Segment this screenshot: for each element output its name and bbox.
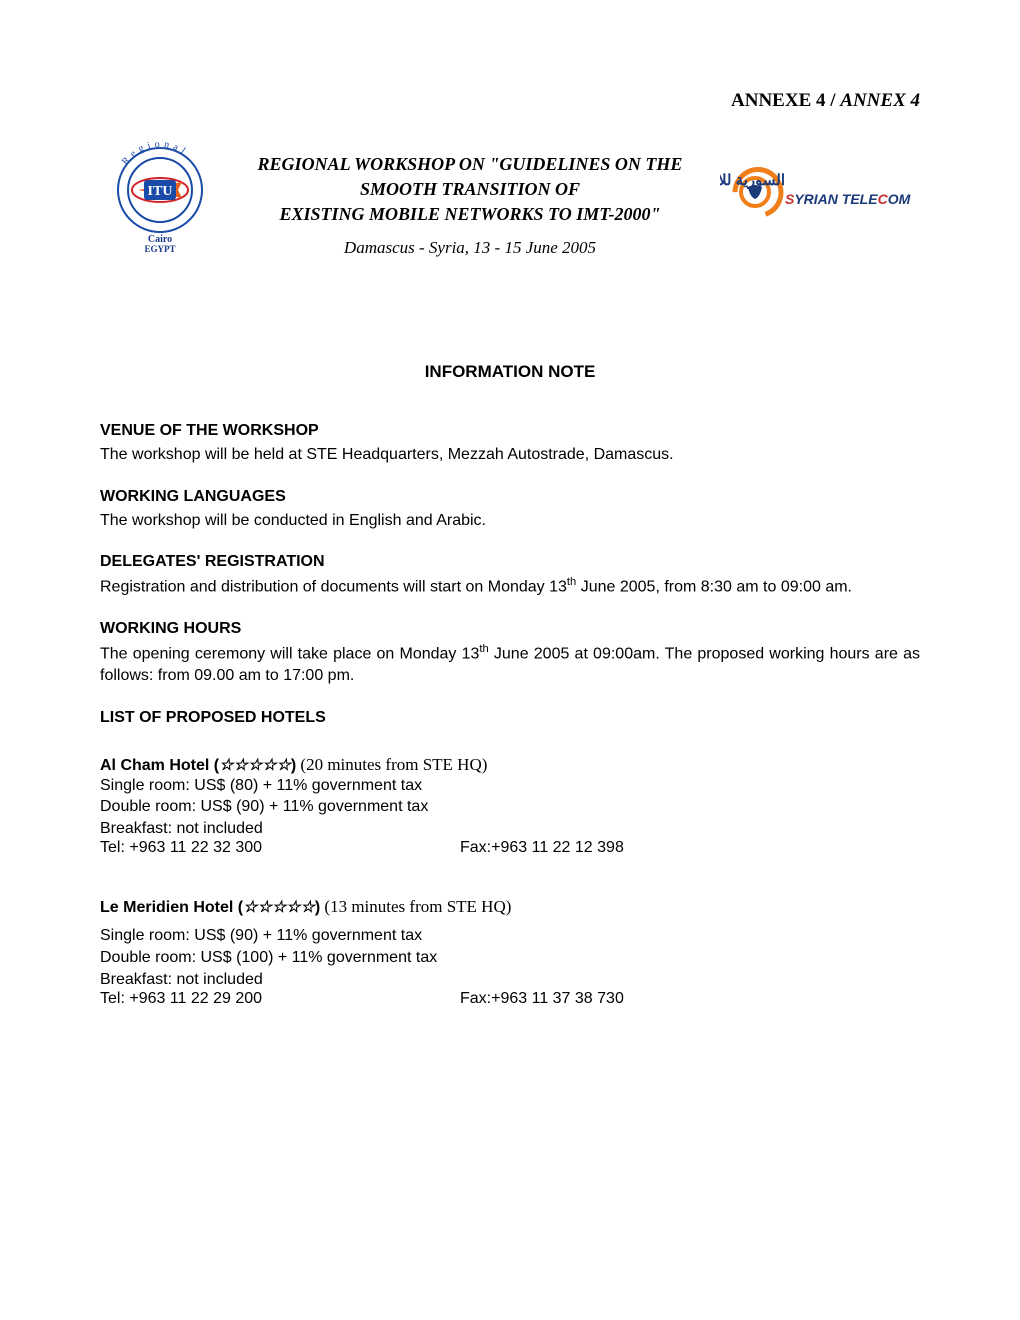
venue-heading: VENUE OF THE WORKSHOP xyxy=(100,422,920,440)
itu-text: ITU xyxy=(148,184,173,199)
header-row: Regional ITU Cairo EGYPT REGIONAL WORKSH… xyxy=(100,142,920,262)
hotel-single: Single room: US$ (90) + 11% government t… xyxy=(100,925,920,947)
hotel-breakfast: Breakfast: not included xyxy=(100,969,920,991)
header-center: REGIONAL WORKSHOP ON "GUIDELINES ON THE … xyxy=(220,142,720,258)
languages-text: The workshop will be conducted in Englis… xyxy=(100,510,920,532)
hotel-contact: Tel: +963 11 22 29 200 Fax:+963 11 37 38… xyxy=(100,990,920,1008)
hotel-double: Double room: US$ (90) + 11% government t… xyxy=(100,796,920,818)
syrian-telecom-svg: السورية للاتصالات SYRIAN TELECOM xyxy=(720,157,920,227)
hotel-block: Al Cham Hotel (☆☆☆☆☆) (20 minutes from S… xyxy=(100,755,920,858)
venue-block: VENUE OF THE WORKSHOP The workshop will … xyxy=(100,422,920,466)
title-line-3: EXISTING MOBILE NETWORKS TO IMT-2000" xyxy=(279,204,660,224)
annex-line: ANNEXE 4 / ANNEX 4 xyxy=(100,90,920,112)
registration-text: Registration and distribution of documen… xyxy=(100,575,920,598)
hotels-heading: LIST OF PROPOSED HOTELS xyxy=(100,709,920,727)
languages-block: WORKING LANGUAGES The workshop will be c… xyxy=(100,488,920,532)
itu-logo-svg: Regional ITU Cairo EGYPT xyxy=(100,142,220,257)
annex-prefix: ANNEXE 4 / xyxy=(731,90,840,111)
title-line-2: SMOOTH TRANSITION OF xyxy=(360,179,580,199)
reg-sup: th xyxy=(567,576,576,588)
info-note-title: INFORMATION NOTE xyxy=(100,362,920,382)
hours-before: The opening ceremony will take place on … xyxy=(100,645,479,662)
hotel-fax: Fax:+963 11 22 12 398 xyxy=(460,839,624,857)
hotel-tel: Tel: +963 11 22 29 200 xyxy=(100,990,460,1008)
hotel-stars: ☆☆☆☆☆ xyxy=(219,757,291,774)
registration-heading: DELEGATES' REGISTRATION xyxy=(100,553,920,571)
reg-before: Registration and distribution of documen… xyxy=(100,579,567,596)
hours-heading: WORKING HOURS xyxy=(100,620,920,638)
hours-block: WORKING HOURS The opening ceremony will … xyxy=(100,620,920,687)
hotel-distance: (20 minutes from STE HQ) xyxy=(296,755,487,774)
document-page: ANNEXE 4 / ANNEX 4 Regional ITU Cairo EG… xyxy=(0,0,1020,1320)
hotel-contact: Tel: +963 11 22 32 300 Fax:+963 11 22 12… xyxy=(100,839,920,857)
arabic-text: السورية للاتصالات xyxy=(720,172,785,189)
egypt-text: EGYPT xyxy=(144,244,175,254)
itu-logo: Regional ITU Cairo EGYPT xyxy=(100,142,220,262)
venue-text: The workshop will be held at STE Headqua… xyxy=(100,444,920,466)
hotel-name: Le Meridien Hotel ( xyxy=(100,899,243,916)
workshop-subtitle: Damascus - Syria, 13 - 15 June 2005 xyxy=(230,238,710,258)
hotel-double: Double room: US$ (100) + 11% government … xyxy=(100,947,920,969)
syrian-telecom-logo: السورية للاتصالات SYRIAN TELECOM xyxy=(720,142,920,232)
svg-text:Regional: Regional xyxy=(120,142,191,167)
hotel-block: Le Meridien Hotel (☆☆☆☆☆) (13 minutes fr… xyxy=(100,897,920,1008)
hotel-breakfast: Breakfast: not included xyxy=(100,818,920,840)
arc-text: Regional xyxy=(120,142,191,167)
hotel-name: Al Cham Hotel ( xyxy=(100,757,219,774)
hotel-single: Single room: US$ (80) + 11% government t… xyxy=(100,775,920,797)
hours-text: The opening ceremony will take place on … xyxy=(100,642,920,687)
hotel-title-row: Al Cham Hotel (☆☆☆☆☆) (20 minutes from S… xyxy=(100,755,920,775)
hotel-tel: Tel: +963 11 22 32 300 xyxy=(100,839,460,857)
annex-suffix: ANNEX 4 xyxy=(840,90,920,111)
syrian-text: SYRIAN TELECOM xyxy=(785,191,911,207)
hours-sup: th xyxy=(479,643,488,655)
reg-after: June 2005, from 8:30 am to 09:00 am. xyxy=(576,579,852,596)
registration-block: DELEGATES' REGISTRATION Registration and… xyxy=(100,553,920,598)
hotel-stars: ☆☆☆☆☆ xyxy=(243,899,315,916)
workshop-title: REGIONAL WORKSHOP ON "GUIDELINES ON THE … xyxy=(230,152,710,228)
hotels-heading-block: LIST OF PROPOSED HOTELS xyxy=(100,709,920,727)
languages-heading: WORKING LANGUAGES xyxy=(100,488,920,506)
title-line-1: REGIONAL WORKSHOP ON "GUIDELINES ON THE xyxy=(258,154,683,174)
hotel-fax: Fax:+963 11 37 38 730 xyxy=(460,990,624,1008)
hotel-title-row: Le Meridien Hotel (☆☆☆☆☆) (13 minutes fr… xyxy=(100,897,920,917)
hotel-distance: (13 minutes from STE HQ) xyxy=(320,897,511,916)
